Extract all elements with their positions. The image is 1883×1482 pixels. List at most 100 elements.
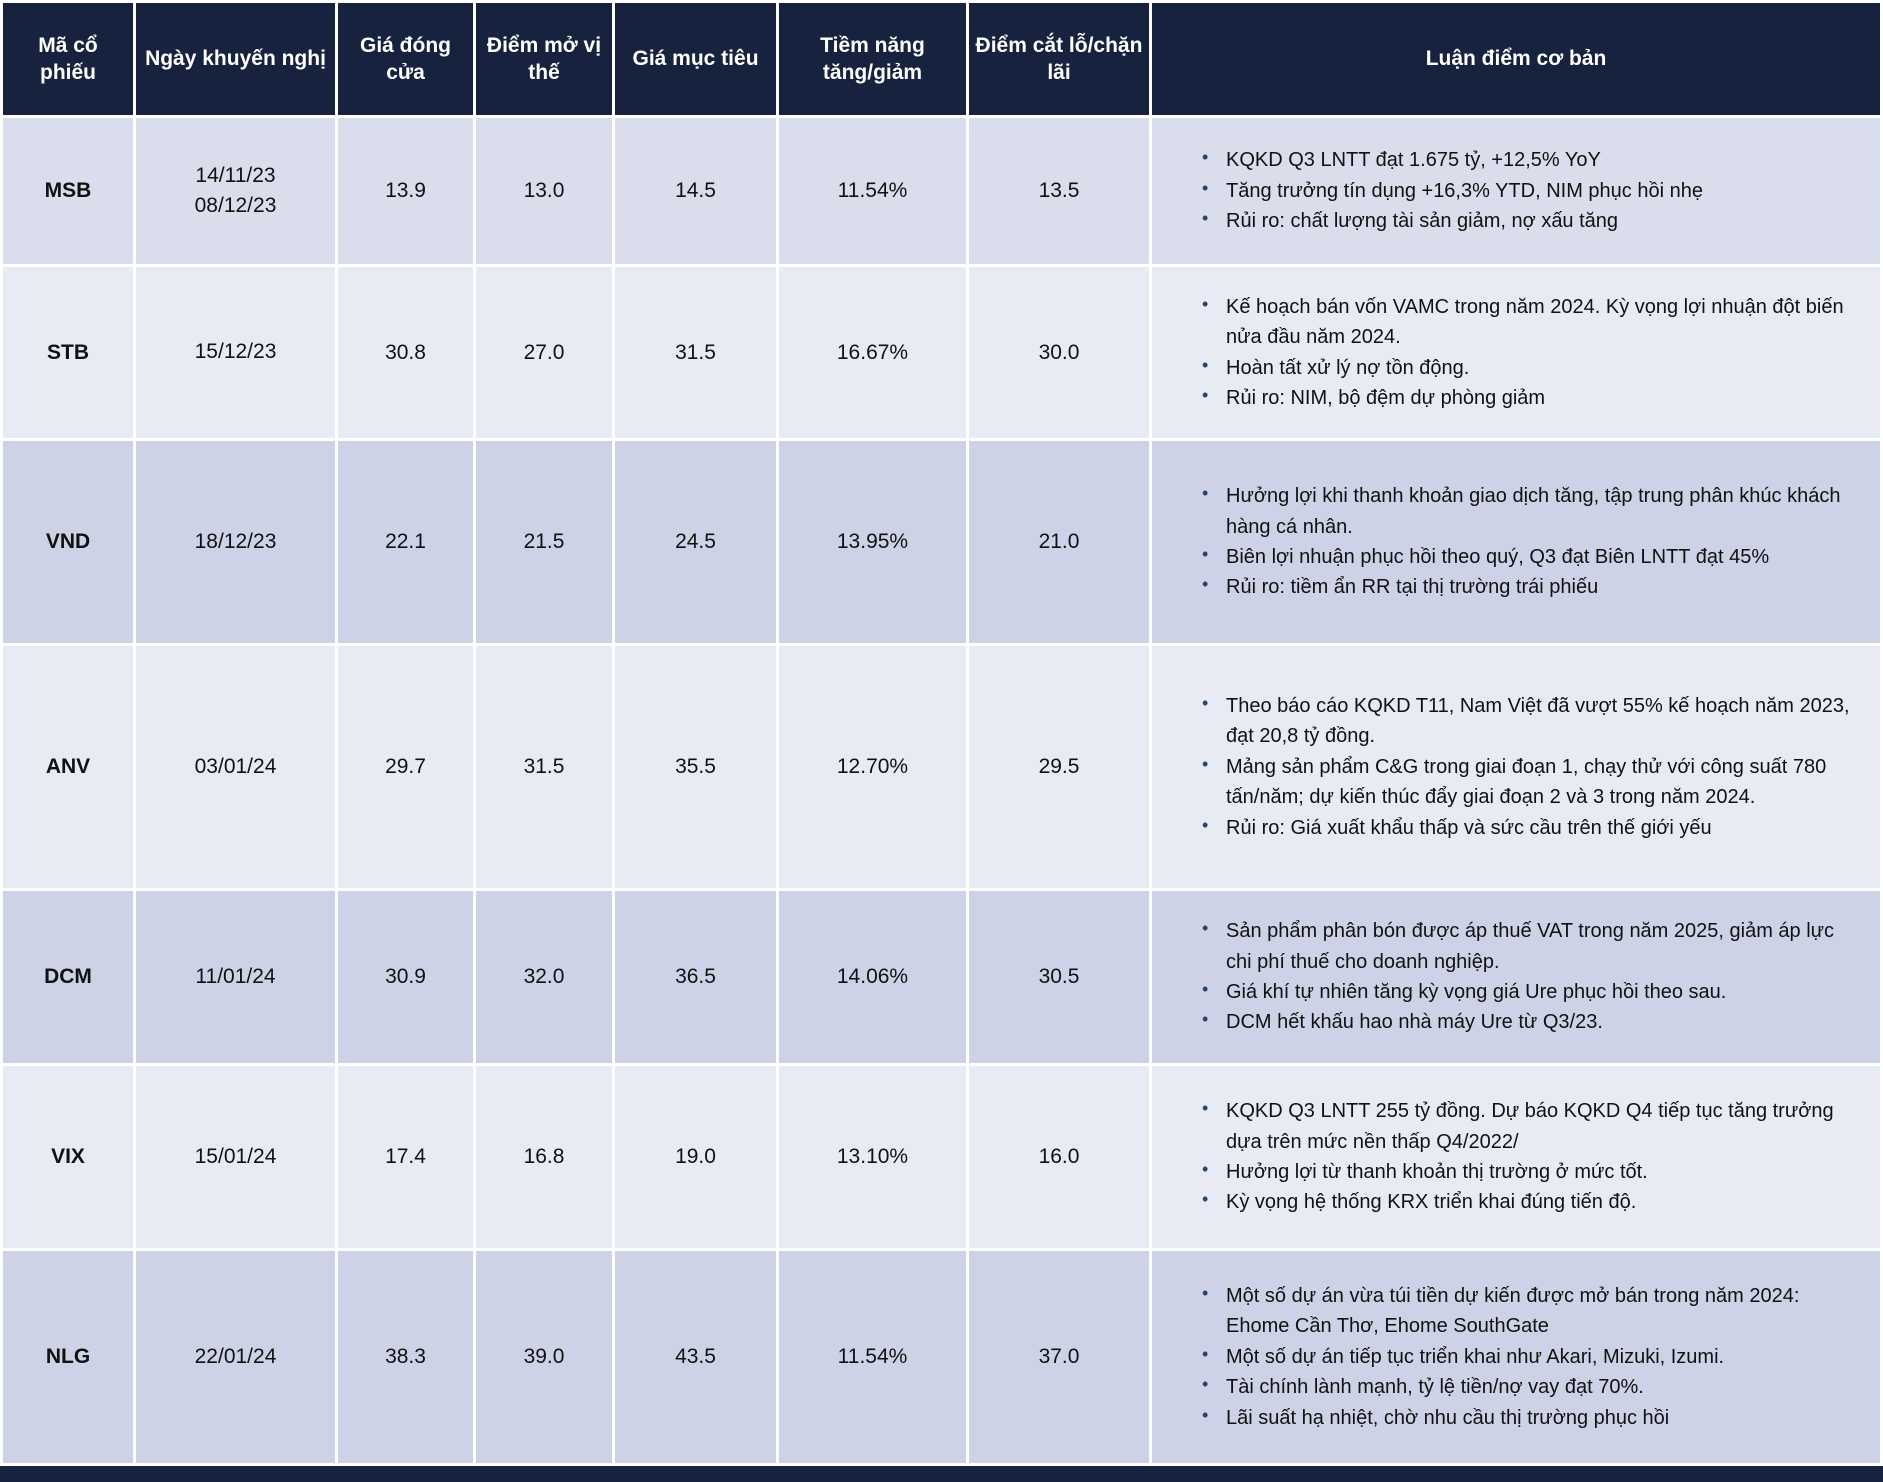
thesis-bullet: Tăng trưởng tín dụng +16,3% YTD, NIM phụ… <box>1192 175 1856 206</box>
cell-thesis: Sản phẩm phân bón được áp thuế VAT trong… <box>1152 891 1880 1063</box>
cell-upside-potential: 13.95% <box>779 441 966 643</box>
column-header-date: Ngày khuyến nghị <box>136 3 335 115</box>
date-line: 15/01/24 <box>194 1144 277 1168</box>
thesis-bullet: Kỳ vọng hệ thống KRX triển khai đúng tiế… <box>1192 1186 1856 1217</box>
cell-code: ANV <box>3 646 133 888</box>
thesis-bullet: Biên lợi nhuận phục hồi theo quý, Q3 đạt… <box>1192 541 1856 572</box>
cell-target-price: 35.5 <box>615 646 776 888</box>
date-line: 22/01/24 <box>194 1344 277 1368</box>
table-row-dcm: DCM 11/01/24 30.932.036.514.06%30.5 Sản phẩ… <box>3 891 1880 1063</box>
thesis-bullet: Hưởng lợi từ thanh khoản thị trường ở mứ… <box>1192 1156 1856 1187</box>
table-row-vix: VIX 15/01/24 17.416.819.013.10%16.0 KQKD Q3… <box>3 1066 1880 1248</box>
cell-entry-point: 31.5 <box>476 646 612 888</box>
cell-target-price: 14.5 <box>615 118 776 264</box>
cell-stop-loss: 30.5 <box>969 891 1149 1063</box>
thesis-bullet: Rủi ro: tiềm ẩn RR tại thị trường trái p… <box>1192 571 1856 602</box>
thesis-bullet: Rủi ro: Giá xuất khẩu thấp và sức cầu tr… <box>1192 812 1856 843</box>
cell-thesis: KQKD Q3 LNTT 255 tỷ đồng. Dự báo KQKD Q4… <box>1152 1066 1880 1248</box>
cell-recommendation-date: 15/01/24 <box>136 1066 335 1248</box>
cell-closing-price: 30.9 <box>338 891 473 1063</box>
cell-code: MSB <box>3 118 133 264</box>
cell-target-price: 36.5 <box>615 891 776 1063</box>
column-header-upside: Tiềm năng tăng/giảm <box>779 3 966 115</box>
cell-stop-loss: 13.5 <box>969 118 1149 264</box>
cell-target-price: 31.5 <box>615 267 776 438</box>
date-line: 15/12/23 <box>194 340 277 364</box>
cell-closing-price: 13.9 <box>338 118 473 264</box>
date-line: 03/01/24 <box>194 754 277 778</box>
cell-target-price: 43.5 <box>615 1251 776 1463</box>
cell-target-price: 19.0 <box>615 1066 776 1248</box>
thesis-bullet: Tài chính lành mạnh, tỷ lệ tiền/nợ vay đ… <box>1192 1371 1856 1402</box>
date-line: 11/01/24 <box>195 964 276 988</box>
cell-closing-price: 30.8 <box>338 267 473 438</box>
cell-upside-potential: 11.54% <box>779 118 966 264</box>
table-row-vnd: VND 18/12/23 22.121.524.513.95%21.0 Hưởng l… <box>3 441 1880 643</box>
cell-stop-loss: 30.0 <box>969 267 1149 438</box>
thesis-bullet: Theo báo cáo KQKD T11, Nam Việt đã vượt … <box>1192 690 1856 752</box>
table-row-nlg: NLG 22/01/24 38.339.043.511.54%37.0 Một số … <box>3 1251 1880 1463</box>
cell-stop-loss: 21.0 <box>969 441 1149 643</box>
cell-closing-price: 29.7 <box>338 646 473 888</box>
cell-code: VND <box>3 441 133 643</box>
cell-recommendation-date: 11/01/24 <box>136 891 335 1063</box>
column-header-thesis: Luận điểm cơ bản <box>1152 3 1880 115</box>
cell-entry-point: 39.0 <box>476 1251 612 1463</box>
table-row-anv: ANV 03/01/24 29.731.535.512.70%29.5 Theo bá… <box>3 646 1880 888</box>
column-header-entry: Điểm mở vị thế <box>476 3 612 115</box>
thesis-bullet: Giá khí tự nhiên tăng kỳ vọng giá Ure ph… <box>1192 976 1856 1007</box>
cell-recommendation-date: 18/12/23 <box>136 441 335 643</box>
cell-thesis: Theo báo cáo KQKD T11, Nam Việt đã vượt … <box>1152 646 1880 888</box>
date-line: 08/12/23 <box>194 194 277 217</box>
cell-code: DCM <box>3 891 133 1063</box>
thesis-bullet: Kế hoạch bán vốn VAMC trong năm 2024. Kỳ… <box>1192 291 1856 353</box>
column-header-close: Giá đóng cửa <box>338 3 473 115</box>
thesis-bullet: Sản phẩm phân bón được áp thuế VAT trong… <box>1192 915 1856 977</box>
thesis-bullet: KQKD Q3 LNTT 255 tỷ đồng. Dự báo KQKD Q4… <box>1192 1095 1856 1157</box>
table-row-stb: STB 15/12/23 30.827.031.516.67%30.0 Kế hoạc… <box>3 267 1880 438</box>
cell-thesis: Hưởng lợi khi thanh khoản giao dịch tăng… <box>1152 441 1880 643</box>
column-header-target: Giá mục tiêu <box>615 3 776 115</box>
cell-upside-potential: 11.54% <box>779 1251 966 1463</box>
cell-thesis: Kế hoạch bán vốn VAMC trong năm 2024. Kỳ… <box>1152 267 1880 438</box>
cell-entry-point: 21.5 <box>476 441 612 643</box>
cell-entry-point: 16.8 <box>476 1066 612 1248</box>
cell-recommendation-date: 22/01/24 <box>136 1251 335 1463</box>
thesis-bullet: Lãi suất hạ nhiệt, chờ nhu cầu thị trườn… <box>1192 1402 1856 1433</box>
date-line: 14/11/23 <box>195 163 276 187</box>
cell-code: STB <box>3 267 133 438</box>
cell-stop-loss: 29.5 <box>969 646 1149 888</box>
thesis-bullet: Mảng sản phẩm C&G trong giai đoạn 1, chạ… <box>1192 751 1856 813</box>
table-row-msb: MSB 14/11/23 08/12/23 13.9 13.0 14.5 11.54% 13.… <box>3 118 1880 264</box>
cell-recommendation-date: 15/12/23 <box>136 267 335 438</box>
cell-entry-point: 27.0 <box>476 267 612 438</box>
cell-recommendation-date: 14/11/23 08/12/23 <box>136 118 335 264</box>
thesis-bullet: Hoàn tất xử lý nợ tồn động. <box>1192 351 1856 383</box>
cell-upside-potential: 14.06% <box>779 891 966 1063</box>
cell-upside-potential: 13.10% <box>779 1066 966 1248</box>
cell-target-price: 24.5 <box>615 441 776 643</box>
cell-thesis: Một số dự án vừa túi tiền dự kiến được m… <box>1152 1251 1880 1463</box>
thesis-bullet: Một số dự án tiếp tục triển khai như Aka… <box>1192 1341 1856 1372</box>
thesis-bullet: Một số dự án vừa túi tiền dự kiến được m… <box>1192 1280 1856 1342</box>
cell-stop-loss: 37.0 <box>969 1251 1149 1463</box>
cell-code: VIX <box>3 1066 133 1248</box>
cell-closing-price: 38.3 <box>338 1251 473 1463</box>
thesis-bullet: Rủi ro: chất lượng tài sản giảm, nợ xấu … <box>1192 205 1856 236</box>
cell-entry-point: 13.0 <box>476 118 612 264</box>
thesis-bullet: Hưởng lợi khi thanh khoản giao dịch tăng… <box>1192 480 1856 542</box>
cell-closing-price: 22.1 <box>338 441 473 643</box>
table-header-row: Mã cổ phiếu Ngày khuyến nghị Giá đóng cửa Đ… <box>3 3 1880 115</box>
cell-upside-potential: 16.67% <box>779 267 966 438</box>
cell-upside-potential: 12.70% <box>779 646 966 888</box>
thesis-bullet: Rủi ro: NIM, bộ đệm dự phòng giảm <box>1192 382 1856 413</box>
date-line: 18/12/23 <box>194 529 277 553</box>
cell-stop-loss: 16.0 <box>969 1066 1149 1248</box>
column-header-code: Mã cổ phiếu <box>3 3 133 115</box>
thesis-bullet: KQKD Q3 LNTT đạt 1.675 tỷ, +12,5% YoY <box>1192 144 1856 175</box>
cell-entry-point: 32.0 <box>476 891 612 1063</box>
bottom-accent-bar <box>0 1466 1883 1482</box>
cell-closing-price: 17.4 <box>338 1066 473 1248</box>
